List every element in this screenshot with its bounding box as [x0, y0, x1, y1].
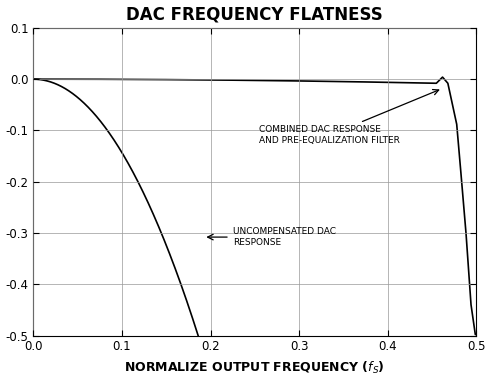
Text: COMBINED DAC RESPONSE
AND PRE-EQUALIZATION FILTER: COMBINED DAC RESPONSE AND PRE-EQUALIZATI…	[259, 89, 438, 145]
X-axis label: NORMALIZE OUTPUT FREQUENCY ($f_S$): NORMALIZE OUTPUT FREQUENCY ($f_S$)	[124, 360, 385, 376]
Title: DAC FREQUENCY FLATNESS: DAC FREQUENCY FLATNESS	[126, 6, 383, 24]
Text: UNCOMPENSATED DAC
RESPONSE: UNCOMPENSATED DAC RESPONSE	[208, 227, 336, 247]
